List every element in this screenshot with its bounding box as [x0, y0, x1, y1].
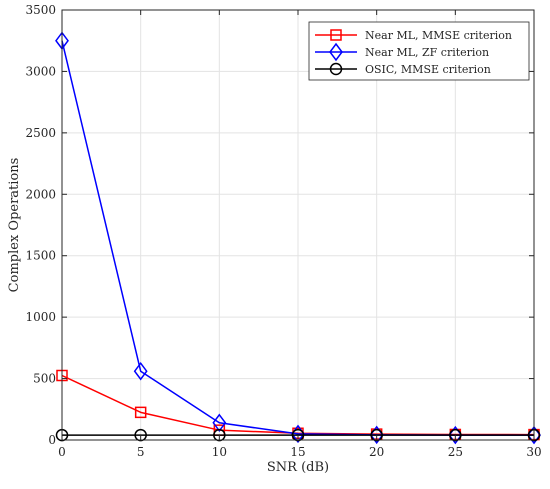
legend-item: Near ML, MMSE criterion	[315, 29, 512, 42]
legend-marker-diamond	[329, 42, 343, 62]
x-tick-label: 30	[526, 445, 541, 459]
x-tick-label: 25	[448, 445, 463, 459]
legend-marker-circle	[329, 62, 343, 76]
y-tick-label: 0	[48, 433, 56, 447]
legend-marker-square	[330, 29, 342, 41]
legend: Near ML, MMSE criterion Near ML, ZF crite…	[308, 21, 530, 81]
legend-label: OSIC, MMSE criterion	[365, 63, 491, 76]
legend-item: Near ML, ZF criterion	[315, 42, 489, 62]
data-point-diamond	[212, 413, 227, 433]
legend-label: Near ML, MMSE criterion	[365, 29, 512, 42]
data-point-circle	[134, 428, 147, 442]
axis-ticks: 0 5 10 15 20 25 30 0 500 1000 1500 2000 2500 3000 3500	[25, 3, 541, 459]
data-point-diamond	[133, 361, 148, 381]
y-tick-label: 500	[33, 372, 56, 386]
y-tick-label: 2000	[25, 187, 56, 201]
y-axis-label: Complex Operations	[7, 158, 22, 293]
data-point-square	[134, 406, 147, 419]
y-tick-label: 3000	[25, 64, 56, 78]
x-tick-label: 20	[369, 445, 384, 459]
x-tick-label: 15	[290, 445, 305, 459]
legend-item: OSIC, MMSE criterion	[315, 62, 491, 76]
data-point-circle	[449, 428, 462, 442]
y-tick-label: 3500	[25, 3, 56, 17]
y-tick-label: 2500	[25, 126, 56, 140]
x-axis-label: SNR (dB)	[267, 460, 329, 475]
data-point-circle	[213, 428, 226, 442]
x-tick-label: 10	[212, 445, 227, 459]
y-tick-label: 1500	[25, 249, 56, 263]
data-point-circle	[291, 428, 305, 442]
x-tick-label: 0	[58, 445, 66, 459]
legend-box	[308, 21, 530, 81]
legend-label: Near ML, ZF criterion	[365, 46, 489, 59]
data-point-circle	[370, 428, 383, 442]
y-tick-label: 1000	[25, 310, 56, 324]
x-tick-label: 5	[137, 445, 145, 459]
